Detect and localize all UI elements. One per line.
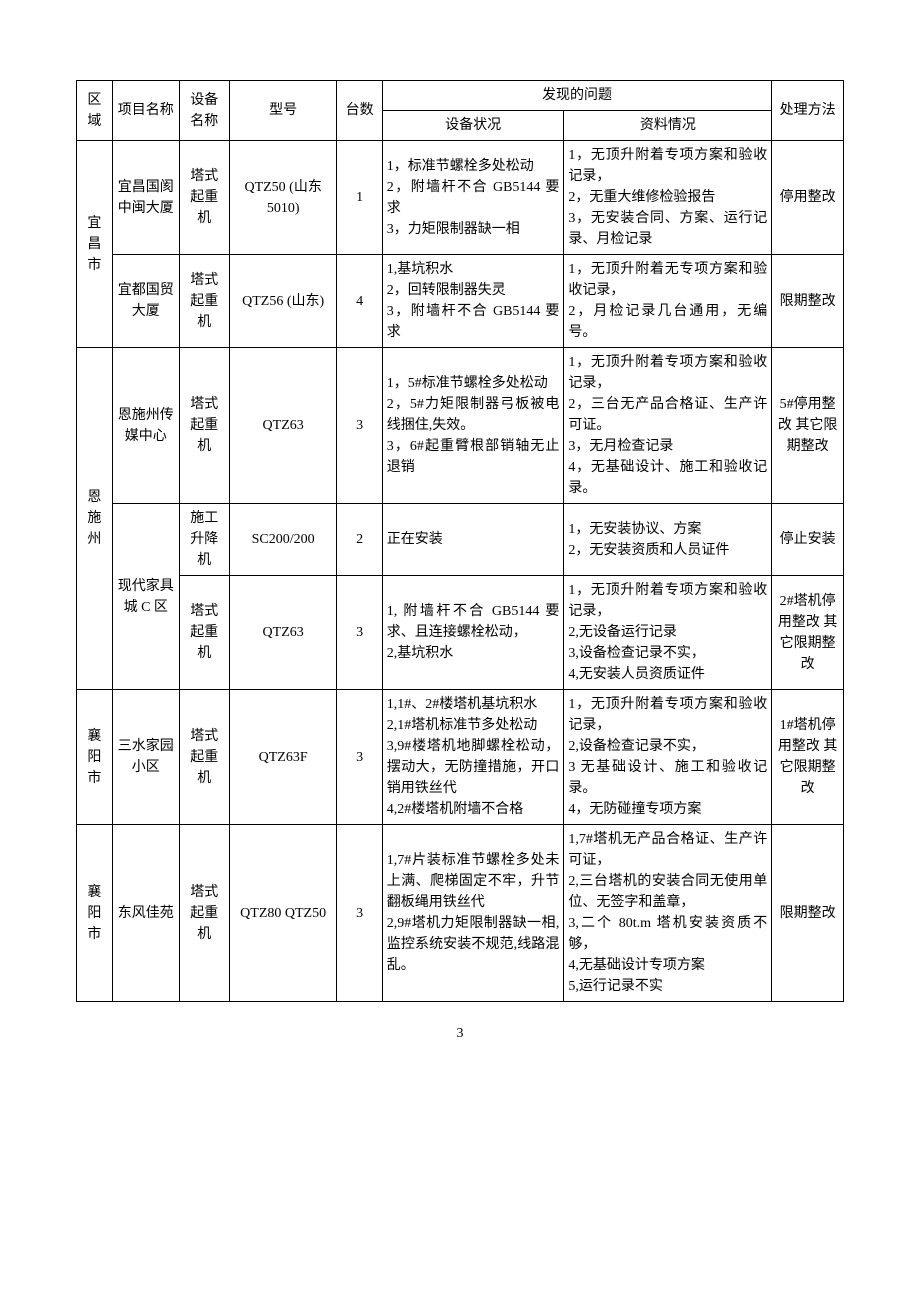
header-device: 设备名称 xyxy=(179,81,229,141)
cell-region: 恩施州 xyxy=(77,348,113,690)
cell-equip-status: 1, 附墙杆不合 GB5144 要求、且连接螺栓松动，2,基坑积水 xyxy=(382,576,564,690)
cell-action: 5#停用整改 其它限期整改 xyxy=(772,348,844,504)
cell-action: 限期整改 xyxy=(772,825,844,1002)
header-action: 处理方法 xyxy=(772,81,844,141)
cell-action: 限期整改 xyxy=(772,255,844,348)
cell-model: SC200/200 xyxy=(229,504,337,576)
header-project: 项目名称 xyxy=(112,81,179,141)
cell-project: 东风佳苑 xyxy=(112,825,179,1002)
header-count: 台数 xyxy=(337,81,382,141)
cell-count: 3 xyxy=(337,348,382,504)
cell-model: QTZ56 (山东) xyxy=(229,255,337,348)
cell-device: 塔式起重机 xyxy=(179,825,229,1002)
cell-equip-status: 1，标准节螺栓多处松动2，附墙杆不合 GB5144 要求3，力矩限制器缺一相 xyxy=(382,141,564,255)
cell-action: 停止安装 xyxy=(772,504,844,576)
cell-model: QTZ63 xyxy=(229,348,337,504)
cell-count: 3 xyxy=(337,576,382,690)
cell-count: 3 xyxy=(337,690,382,825)
table-row: 襄阳市 三水家园小区 塔式起重机 QTZ63F 3 1,1#、2#楼塔机基坑积水… xyxy=(77,690,844,825)
cell-doc-status: 1，无顶升附着专项方案和验收记录，2，无重大维修检验报告3，无安装合同、方案、运… xyxy=(564,141,772,255)
cell-equip-status: 正在安装 xyxy=(382,504,564,576)
cell-doc-status: 1，无顶升附着专项方案和验收记录，2,设备检查记录不实，3 无基础设计、施工和验… xyxy=(564,690,772,825)
table-row: 现代家具城 C 区 施工升降机 SC200/200 2 正在安装 1，无安装协议… xyxy=(77,504,844,576)
cell-device: 塔式起重机 xyxy=(179,141,229,255)
cell-count: 2 xyxy=(337,504,382,576)
cell-equip-status: 1，5#标准节螺栓多处松动2，5#力矩限制器弓板被电线捆住,失效。3，6#起重臂… xyxy=(382,348,564,504)
header-model: 型号 xyxy=(229,81,337,141)
cell-device: 塔式起重机 xyxy=(179,348,229,504)
cell-region: 襄阳市 xyxy=(77,825,113,1002)
table-row: 塔式起重机 QTZ63 3 1, 附墙杆不合 GB5144 要求、且连接螺栓松动… xyxy=(77,576,844,690)
cell-project: 三水家园小区 xyxy=(112,690,179,825)
cell-project: 宜昌国阂中闽大厦 xyxy=(112,141,179,255)
cell-equip-status: 1,1#、2#楼塔机基坑积水2,1#塔机标准节多处松动3,9#楼塔机地脚螺栓松动… xyxy=(382,690,564,825)
cell-model: QTZ50 (山东 5010) xyxy=(229,141,337,255)
cell-region: 襄阳市 xyxy=(77,690,113,825)
cell-count: 3 xyxy=(337,825,382,1002)
table-header-row: 区域 项目名称 设备名称 型号 台数 发现的问题 处理方法 xyxy=(77,81,844,111)
table-row: 宜昌市 宜昌国阂中闽大厦 塔式起重机 QTZ50 (山东 5010) 1 1，标… xyxy=(77,141,844,255)
inspection-table: 区域 项目名称 设备名称 型号 台数 发现的问题 处理方法 设备状况 资料情况 … xyxy=(76,80,844,1002)
cell-project: 恩施州传媒中心 xyxy=(112,348,179,504)
header-problems-group: 发现的问题 xyxy=(382,81,771,111)
cell-device: 塔式起重机 xyxy=(179,255,229,348)
cell-device: 施工升降机 xyxy=(179,504,229,576)
cell-device: 塔式起重机 xyxy=(179,690,229,825)
cell-count: 4 xyxy=(337,255,382,348)
cell-device: 塔式起重机 xyxy=(179,576,229,690)
cell-equip-status: 1,基坑积水2，回转限制器失灵3，附墙杆不合 GB5144 要求 xyxy=(382,255,564,348)
cell-doc-status: 1，无顶升附着专项方案和验收记录，2，三台无产品合格证、生产许可证。3，无月检查… xyxy=(564,348,772,504)
table-row: 恩施州 恩施州传媒中心 塔式起重机 QTZ63 3 1，5#标准节螺栓多处松动2… xyxy=(77,348,844,504)
cell-project: 宜都国贸大厦 xyxy=(112,255,179,348)
header-equip-status: 设备状况 xyxy=(382,111,564,141)
table-row: 宜都国贸大厦 塔式起重机 QTZ56 (山东) 4 1,基坑积水2，回转限制器失… xyxy=(77,255,844,348)
cell-action: 2#塔机停用整改 其它限期整改 xyxy=(772,576,844,690)
cell-model: QTZ63 xyxy=(229,576,337,690)
header-doc-status: 资料情况 xyxy=(564,111,772,141)
cell-region: 宜昌市 xyxy=(77,141,113,348)
page-number: 3 xyxy=(76,1026,844,1042)
cell-doc-status: 1,7#塔机无产品合格证、生产许可证，2,三台塔机的安装合同无使用单位、无签字和… xyxy=(564,825,772,1002)
cell-count: 1 xyxy=(337,141,382,255)
cell-doc-status: 1，无安装协议、方案2，无安装资质和人员证件 xyxy=(564,504,772,576)
cell-model: QTZ63F xyxy=(229,690,337,825)
header-region: 区域 xyxy=(77,81,113,141)
document-page: 区域 项目名称 设备名称 型号 台数 发现的问题 处理方法 设备状况 资料情况 … xyxy=(0,0,920,1082)
cell-doc-status: 1，无顶升附着无专项方案和验收记录，2，月检记录几台通用，无编号。 xyxy=(564,255,772,348)
cell-project: 现代家具城 C 区 xyxy=(112,504,179,690)
cell-doc-status: 1，无顶升附着专项方案和验收记录，2,无设备运行记录3,设备检查记录不实，4,无… xyxy=(564,576,772,690)
cell-equip-status: 1,7#片装标准节螺栓多处未上满、爬梯固定不牢，升节翻板绳用铁丝代2,9#塔机力… xyxy=(382,825,564,1002)
table-row: 襄阳市 东风佳苑 塔式起重机 QTZ80 QTZ50 3 1,7#片装标准节螺栓… xyxy=(77,825,844,1002)
cell-action: 1#塔机停用整改 其它限期整改 xyxy=(772,690,844,825)
cell-model: QTZ80 QTZ50 xyxy=(229,825,337,1002)
cell-action: 停用整改 xyxy=(772,141,844,255)
